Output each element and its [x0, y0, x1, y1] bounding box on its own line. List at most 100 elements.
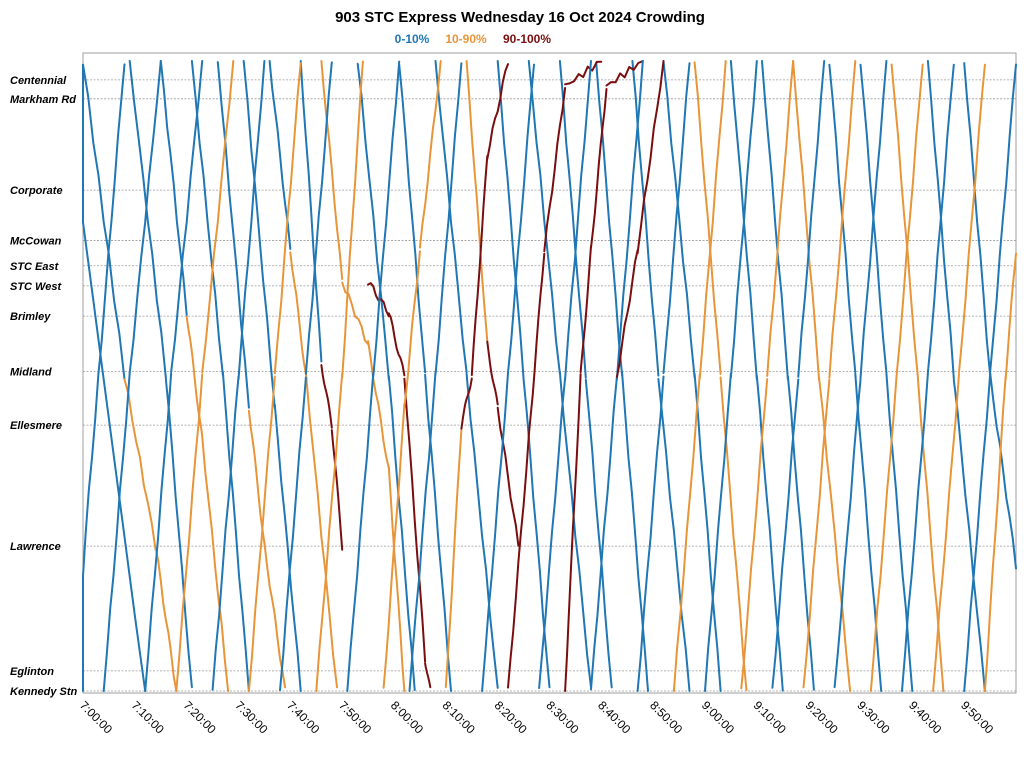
- trip-line: [584, 378, 613, 689]
- x-tick-label: 8:00:00: [388, 698, 426, 736]
- trip-line: [102, 371, 131, 692]
- trip-line: [367, 340, 390, 469]
- trip-line: [890, 63, 919, 374]
- trip-line: [164, 378, 193, 689]
- trip-line: [766, 60, 795, 377]
- trip-line: [201, 435, 230, 692]
- trip-line: [818, 376, 852, 692]
- trip-line: [237, 60, 266, 381]
- trip-line: [154, 546, 178, 692]
- stop-label: STC West: [10, 281, 62, 293]
- trip-line: [662, 62, 691, 375]
- x-tick-label: 9:20:00: [803, 698, 841, 736]
- trip-line: [693, 372, 722, 692]
- trip-line: [123, 378, 157, 551]
- trip-lines: [82, 60, 1017, 692]
- trip-line: [564, 60, 592, 381]
- trip-line: [382, 403, 406, 689]
- trip-line: [590, 375, 618, 691]
- trip-line: [797, 60, 826, 378]
- stop-label: Markham Rd: [10, 94, 76, 106]
- trip-line: [82, 63, 126, 381]
- trip-line: [144, 372, 173, 692]
- x-tick-label: 7:50:00: [336, 698, 374, 736]
- trip-line: [729, 60, 758, 379]
- trip-line: [538, 377, 567, 690]
- trip-line: [315, 372, 344, 692]
- legend-item-high: 90-100%: [503, 32, 551, 46]
- trip-line: [802, 378, 831, 689]
- trip-line: [387, 312, 406, 377]
- trip-line: [507, 63, 535, 374]
- trip-line: [486, 63, 509, 160]
- trip-line: [1004, 252, 1017, 381]
- trip-line: [952, 378, 986, 692]
- trip-line: [486, 340, 499, 406]
- x-tick-label: 9:00:00: [699, 698, 737, 736]
- trip-line: [273, 403, 302, 692]
- trip-line: [564, 373, 582, 692]
- trip-line: [341, 281, 370, 346]
- stop-label: Lawrence: [10, 541, 61, 553]
- trip-line: [247, 375, 276, 692]
- trip-line: [854, 372, 883, 692]
- trip-line: [989, 63, 1017, 374]
- trip-line: [833, 378, 862, 689]
- trip-line: [615, 60, 644, 381]
- trip-line: [527, 252, 546, 437]
- trip-line: [507, 434, 530, 689]
- trip-line: [704, 372, 732, 692]
- x-tick-label: 9:50:00: [958, 698, 996, 736]
- trip-line: [963, 373, 992, 692]
- trip-line: [372, 60, 401, 378]
- trip-line: [496, 406, 520, 547]
- trip-line: [408, 371, 437, 692]
- x-tick-label: 8:20:00: [492, 698, 530, 736]
- trip-line: [621, 371, 649, 692]
- trip-line: [771, 378, 800, 689]
- trip-line: [895, 63, 924, 374]
- stop-label: STC East: [10, 261, 60, 273]
- trip-line: [128, 60, 162, 374]
- trip-line: [564, 60, 603, 86]
- trip-line: [828, 60, 857, 379]
- trip-line: [636, 60, 665, 255]
- trip-line: [958, 63, 986, 374]
- trip-line: [356, 62, 390, 381]
- trip-line: [341, 60, 364, 379]
- trip-line: [761, 60, 789, 381]
- trip-line: [304, 371, 338, 689]
- trip-line: [631, 60, 660, 377]
- trip-line: [989, 371, 1017, 570]
- x-tick-label: 7:10:00: [129, 698, 167, 736]
- x-tick-label: 7:00:00: [77, 698, 115, 736]
- trip-line: [590, 88, 608, 249]
- x-tick-label: 9:10:00: [751, 698, 789, 736]
- stop-label: Centennial: [10, 75, 67, 87]
- trip-line: [465, 372, 499, 689]
- trip-line: [97, 63, 126, 375]
- x-tick-label: 7:30:00: [232, 698, 270, 736]
- trip-line: [175, 373, 204, 692]
- x-tick-label: 8:10:00: [440, 698, 478, 736]
- trip-line: [595, 61, 624, 377]
- trip-line: [403, 250, 421, 408]
- trip-line: [885, 372, 914, 692]
- stop-label: Midland: [10, 367, 52, 379]
- trip-line: [558, 371, 592, 689]
- trip-line: [901, 372, 929, 692]
- stop-label: Kennedy Stn: [10, 686, 78, 698]
- trip-line: [963, 62, 992, 376]
- trip-line: [719, 376, 748, 692]
- trip-line: [869, 371, 898, 692]
- trip-line: [434, 60, 468, 374]
- trip-line: [740, 378, 769, 690]
- trip-line: [792, 60, 820, 381]
- trip-line: [273, 62, 302, 375]
- stop-labels: Centennial Markham Rd Corporate McCowan STC …: [10, 75, 78, 698]
- stop-label: Brimley: [10, 311, 51, 323]
- stop-label: Corporate: [10, 185, 63, 197]
- trip-line: [418, 60, 442, 249]
- trip-line: [201, 60, 235, 374]
